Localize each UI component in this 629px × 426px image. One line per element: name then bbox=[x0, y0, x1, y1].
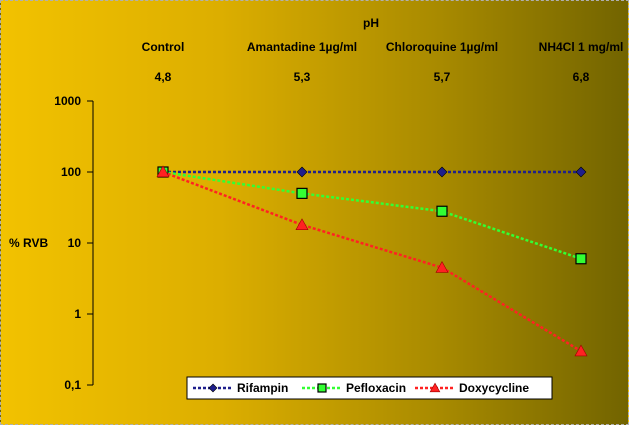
category-label: NH4Cl 1 mg/ml bbox=[539, 40, 624, 54]
category-label: Amantadine 1µg/ml bbox=[247, 40, 357, 54]
category-label: Chloroquine 1µg/ml bbox=[386, 40, 498, 54]
series-line bbox=[162, 170, 582, 353]
series-doxycycline bbox=[156, 165, 588, 357]
y-axis-label: % RVB bbox=[9, 236, 48, 250]
data-point bbox=[436, 205, 448, 217]
legend: Rifampin Pefloxacin Doxycycline bbox=[186, 376, 553, 400]
y-tick-label: 1000 bbox=[54, 94, 81, 108]
ph-value-label: 4,8 bbox=[155, 70, 172, 84]
data-point bbox=[296, 187, 308, 199]
data-point bbox=[295, 218, 309, 230]
legend-box bbox=[186, 376, 553, 400]
legend-item: Doxycycline bbox=[415, 381, 529, 395]
legend-label: Pefloxacin bbox=[346, 381, 406, 395]
series-layer bbox=[156, 165, 588, 357]
data-point bbox=[156, 165, 170, 178]
legend-label: Rifampin bbox=[237, 381, 288, 395]
y-tick-label: 100 bbox=[61, 165, 81, 179]
data-point bbox=[574, 344, 588, 357]
ph-value-label: 5,7 bbox=[434, 70, 451, 84]
y-tick-label: 1 bbox=[74, 307, 81, 321]
ph-labels: 4,8 5,3 5,7 6,8 bbox=[155, 70, 590, 84]
y-tick-label: 10 bbox=[68, 236, 82, 250]
legend-item: Pefloxacin bbox=[302, 381, 406, 395]
ph-value-label: 6,8 bbox=[573, 70, 590, 84]
data-point bbox=[436, 166, 448, 178]
series-pefloxacin bbox=[157, 166, 587, 265]
series-rifampin bbox=[157, 166, 587, 178]
legend-marker bbox=[429, 382, 441, 393]
y-tick-label: 0,1 bbox=[64, 378, 81, 392]
data-point bbox=[296, 166, 308, 178]
chart-title: pH bbox=[363, 16, 379, 30]
data-point bbox=[575, 166, 587, 178]
data-point bbox=[575, 253, 587, 265]
legend-marker bbox=[317, 383, 327, 393]
legend-label: Doxycycline bbox=[459, 381, 529, 395]
legend-item: Rifampin bbox=[193, 381, 288, 395]
category-labels: Control Amantadine 1µg/ml Chloroquine 1µg/… bbox=[142, 40, 624, 54]
axes: 1000 100 10 1 0,1 bbox=[54, 94, 94, 392]
legend-marker bbox=[208, 383, 218, 393]
data-point bbox=[435, 261, 449, 273]
series-line bbox=[162, 170, 582, 260]
category-label: Control bbox=[142, 40, 185, 54]
ph-value-label: 5,3 bbox=[294, 70, 311, 84]
